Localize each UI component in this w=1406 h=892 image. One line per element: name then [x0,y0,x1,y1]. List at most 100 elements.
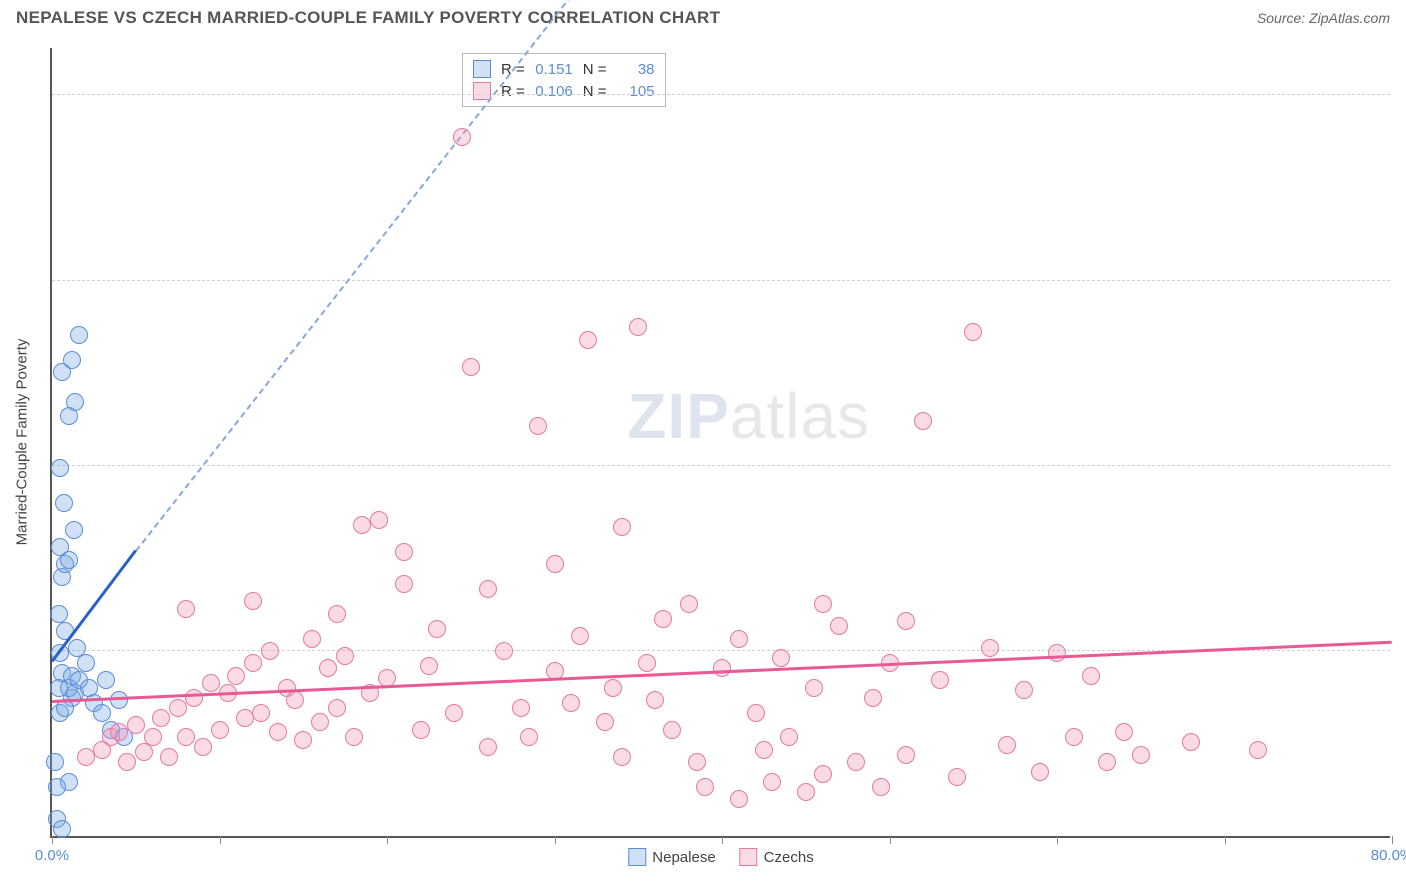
legend-r-value: 0.151 [531,61,573,78]
scatter-point-czechs [445,704,463,722]
scatter-point-czechs [948,768,966,786]
scatter-point-czechs [286,691,304,709]
scatter-point-czechs [646,691,664,709]
scatter-point-czechs [370,511,388,529]
scatter-point-czechs [252,704,270,722]
scatter-point-czechs [688,753,706,771]
scatter-point-nepalese [77,654,95,672]
scatter-point-czechs [261,642,279,660]
source-attribution: Source: ZipAtlas.com [1257,10,1390,26]
scatter-point-czechs [604,679,622,697]
y-tick-label: 22.5% [1395,255,1406,272]
scatter-point-czechs [931,671,949,689]
scatter-point-czechs [1031,763,1049,781]
bottom-swatch-czechs [740,848,758,866]
x-tick [220,836,221,844]
scatter-point-czechs [185,689,203,707]
gridline-h [52,465,1390,466]
watermark-atlas: atlas [730,380,870,452]
scatter-point-czechs [805,679,823,697]
scatter-point-czechs [847,753,865,771]
scatter-point-czechs [177,600,195,618]
scatter-point-czechs [462,358,480,376]
x-tick [722,836,723,844]
scatter-point-czechs [696,778,714,796]
y-tick-label: 30.0% [1395,70,1406,87]
bottom-label-nepalese: Nepalese [652,849,715,866]
scatter-point-czechs [294,731,312,749]
scatter-point-czechs [663,721,681,739]
x-tick [1392,836,1393,844]
scatter-point-nepalese [53,820,71,838]
scatter-point-czechs [169,699,187,717]
scatter-point-czechs [1065,728,1083,746]
scatter-point-czechs [244,654,262,672]
scatter-point-czechs [562,694,580,712]
scatter-point-czechs [144,728,162,746]
scatter-point-czechs [479,580,497,598]
y-tick-label: 15.0% [1395,440,1406,457]
legend-r-label: R = [501,83,525,100]
x-tick [890,836,891,844]
scatter-point-czechs [571,627,589,645]
legend-n-value: 105 [613,83,655,100]
scatter-point-nepalese [55,494,73,512]
scatter-point-czechs [118,753,136,771]
scatter-point-czechs [520,728,538,746]
scatter-point-czechs [1182,733,1200,751]
scatter-point-czechs [680,595,698,613]
scatter-point-czechs [328,699,346,717]
gridline-h [52,280,1390,281]
scatter-point-czechs [160,748,178,766]
scatter-point-czechs [353,516,371,534]
scatter-point-czechs [1115,723,1133,741]
scatter-point-czechs [763,773,781,791]
scatter-point-czechs [998,736,1016,754]
legend-swatch-nepalese [473,60,491,78]
legend-swatch-czechs [473,82,491,100]
scatter-point-czechs [613,748,631,766]
y-tick-label: 7.5% [1395,625,1406,642]
scatter-point-nepalese [50,605,68,623]
scatter-point-czechs [629,318,647,336]
scatter-point-nepalese [97,671,115,689]
scatter-point-czechs [897,746,915,764]
scatter-point-czechs [772,649,790,667]
scatter-point-nepalese [48,778,66,796]
legend-n-label: N = [583,61,607,78]
scatter-point-nepalese [70,326,88,344]
header: NEPALESE VS CZECH MARRIED-COUPLE FAMILY … [0,0,1406,32]
x-tick [387,836,388,844]
scatter-point-czechs [236,709,254,727]
gridline-h [52,94,1390,95]
watermark-zip: ZIP [627,380,730,452]
scatter-point-czechs [328,605,346,623]
scatter-point-czechs [780,728,798,746]
correlation-legend: R = 0.151 N = 38 R = 0.106 N = 105 [462,53,666,107]
scatter-point-czechs [1082,667,1100,685]
scatter-point-czechs [202,674,220,692]
scatter-point-czechs [77,748,95,766]
legend-r-value: 0.106 [531,83,573,100]
scatter-point-czechs [177,728,195,746]
scatter-point-czechs [1048,644,1066,662]
scatter-point-czechs [110,723,128,741]
legend-n-value: 38 [613,61,655,78]
scatter-point-czechs [495,642,513,660]
scatter-point-czechs [420,657,438,675]
scatter-point-czechs [596,713,614,731]
scatter-point-czechs [747,704,765,722]
chart-title: NEPALESE VS CZECH MARRIED-COUPLE FAMILY … [16,8,720,28]
scatter-point-czechs [319,659,337,677]
scatter-point-czechs [797,783,815,801]
bottom-swatch-nepalese [628,848,646,866]
bottom-legend-item-nepalese: Nepalese [628,848,715,866]
scatter-point-czechs [211,721,229,739]
chart-plot-area: Married-Couple Family Poverty ZIPatlas R… [50,48,1390,838]
source-name: ZipAtlas.com [1309,10,1390,26]
scatter-point-czechs [1098,753,1116,771]
scatter-point-czechs [814,765,832,783]
scatter-point-nepalese [51,538,69,556]
scatter-point-czechs [872,778,890,796]
scatter-point-czechs [428,620,446,638]
